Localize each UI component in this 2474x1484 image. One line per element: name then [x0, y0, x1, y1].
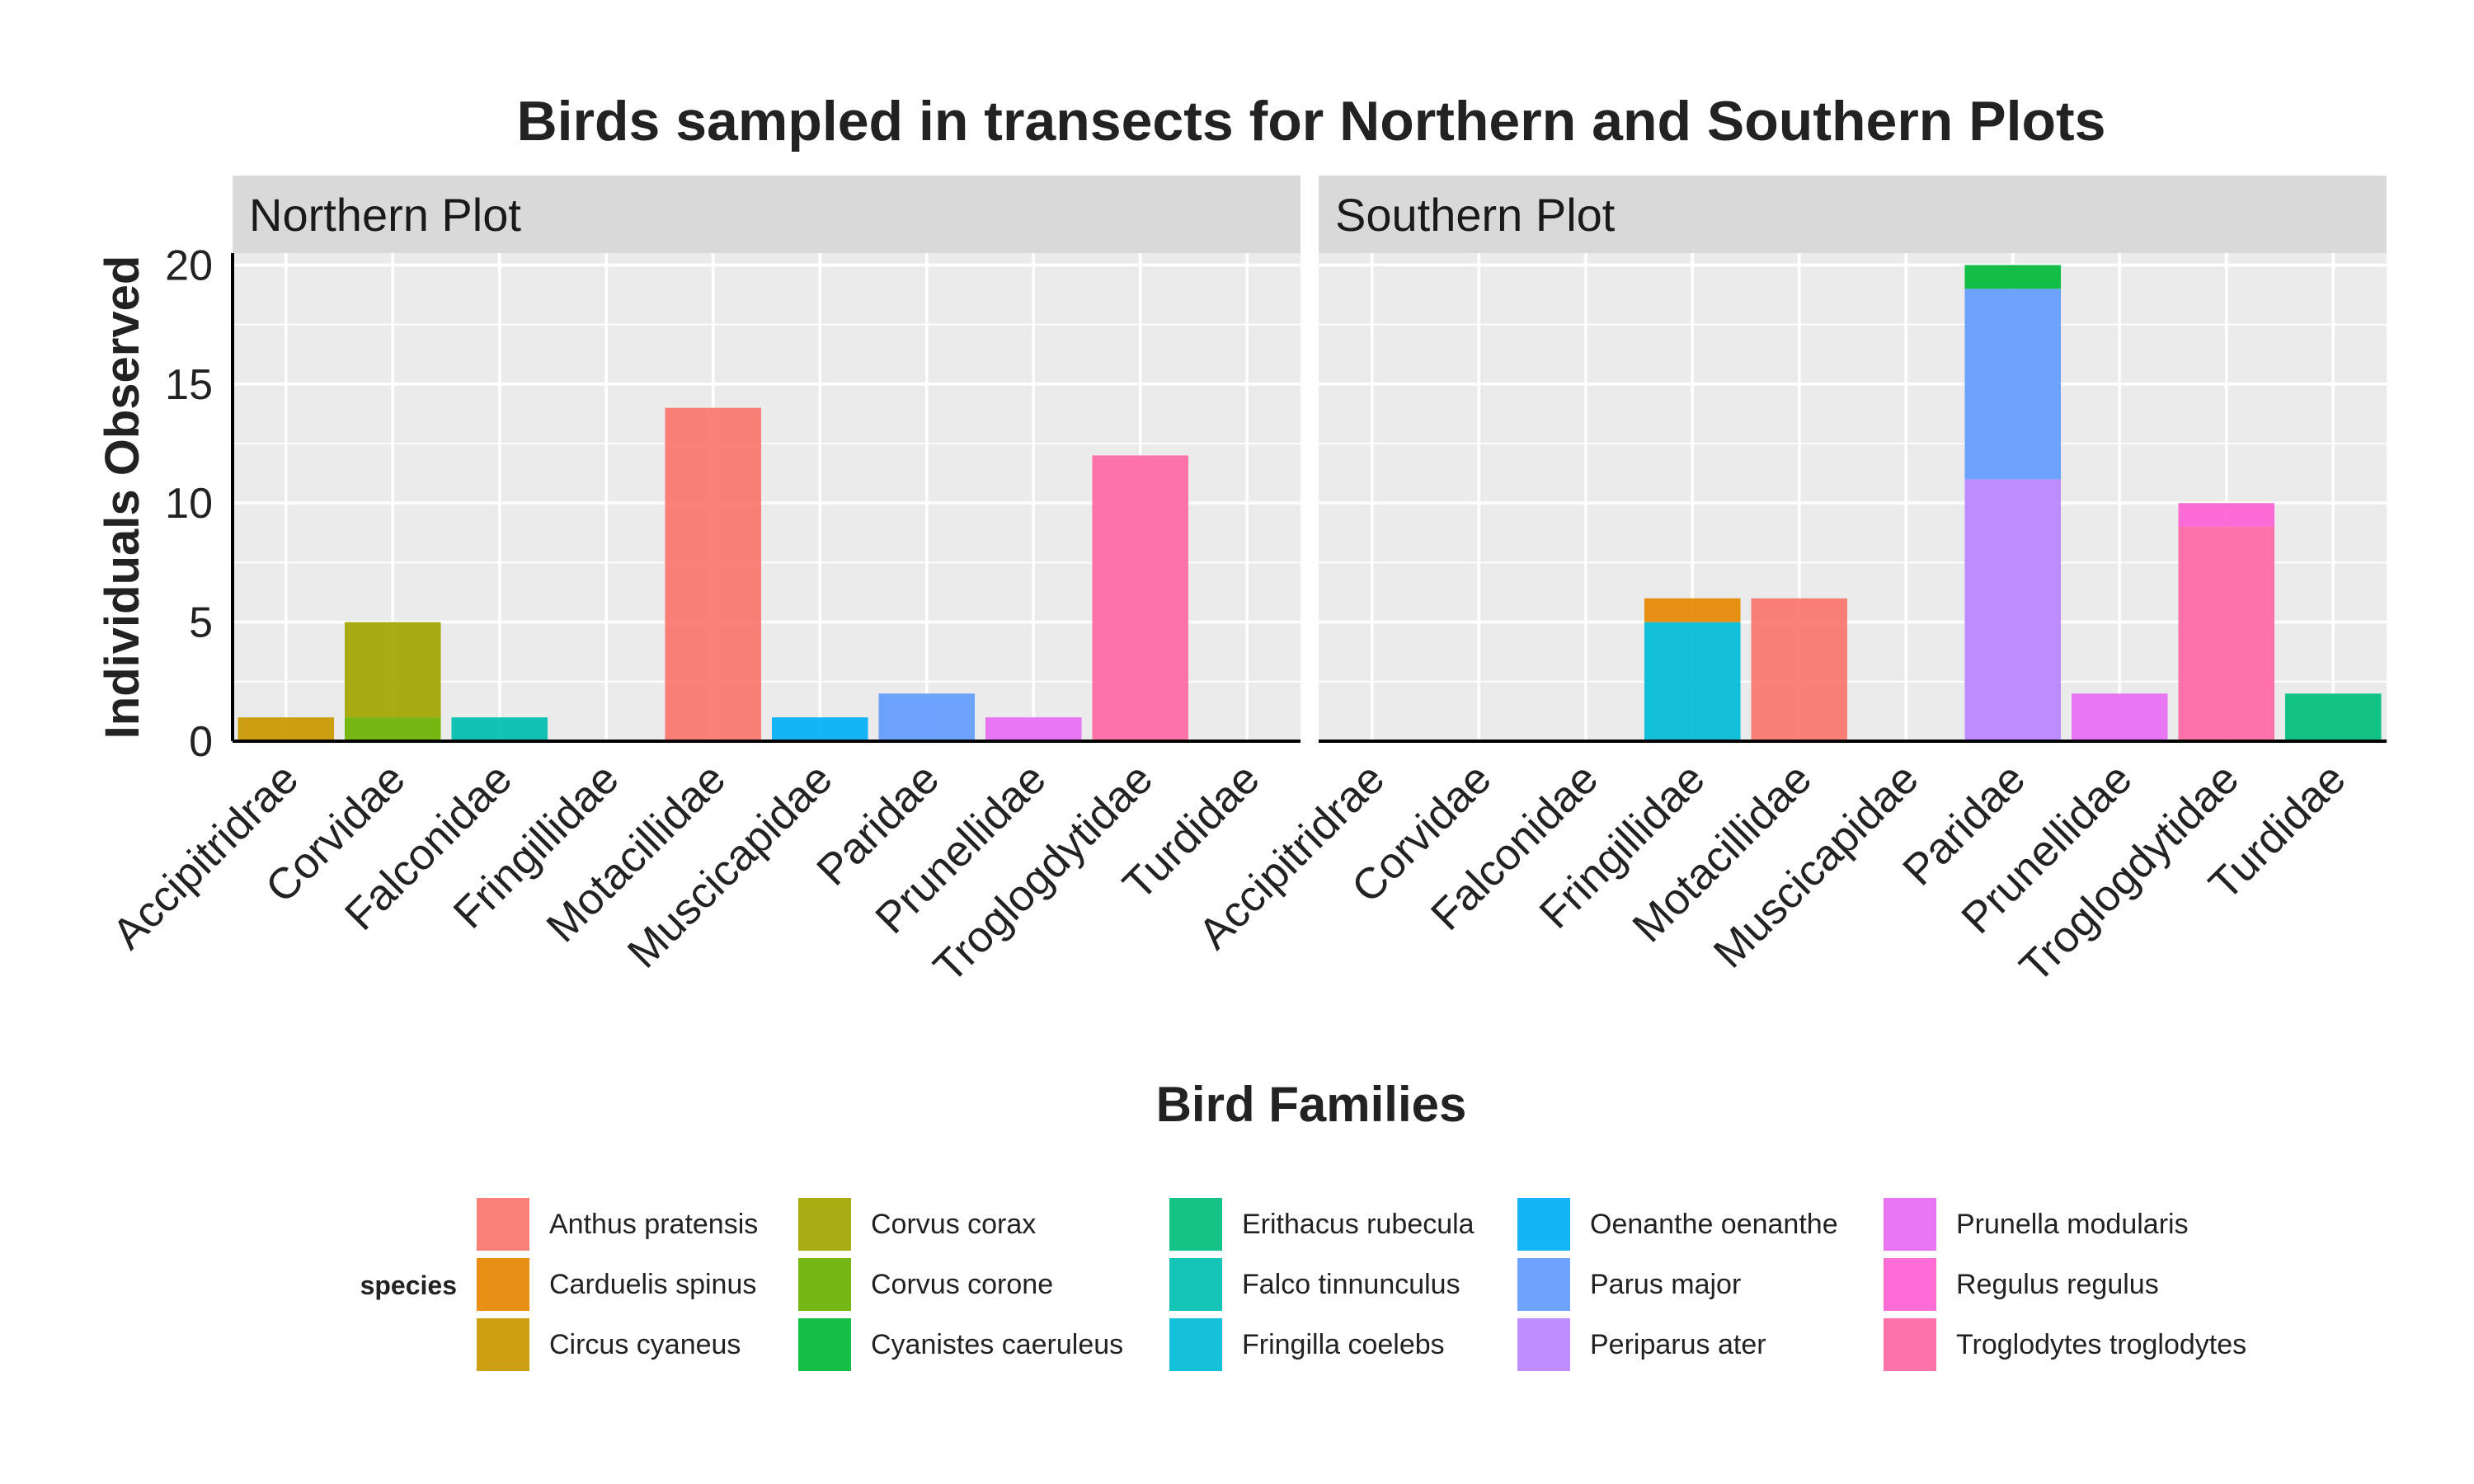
legend-item: Prunella modularis: [1884, 1198, 2189, 1251]
bar-segment: [238, 717, 335, 741]
bar-segment: [2178, 527, 2275, 741]
legend-key: [1884, 1318, 1936, 1371]
facet-strip: [233, 176, 1300, 253]
legend-label: Regulus regulus: [1956, 1269, 2159, 1300]
bar-segment: [878, 693, 976, 741]
bar-segment: [2071, 693, 2168, 741]
bar-segment: [344, 717, 441, 741]
legend-label: Troglodytes troglodytes: [1956, 1329, 2246, 1360]
legend-item: Carduelis spinus: [477, 1258, 756, 1311]
legend-key: [1169, 1198, 1222, 1251]
legend-label: Cyanistes caeruleus: [871, 1329, 1123, 1360]
legend-label: Prunella modularis: [1956, 1209, 2189, 1240]
legend-label: Anthus pratensis: [549, 1209, 758, 1240]
y-tick-label: 5: [189, 599, 213, 647]
legend-item: Corvus corone: [798, 1258, 1053, 1311]
bar-segment: [2178, 503, 2275, 528]
legend-item: Erithacus rubecula: [1169, 1198, 1475, 1251]
legend-item: Falco tinnunculus: [1169, 1258, 1460, 1311]
legend-key: [798, 1258, 851, 1311]
bar-segment: [985, 717, 1082, 741]
legend: species Anthus pratensis Carduelis spinus C…: [360, 1198, 2246, 1371]
legend-key: [1517, 1198, 1570, 1251]
legend-key: [798, 1198, 851, 1251]
panel-northern: Northern PlotAccipitridraeCorvidaeFalcon…: [103, 176, 1300, 992]
legend-key: [1884, 1258, 1936, 1311]
bar-segment: [1964, 265, 2062, 289]
bar-segment: [1751, 598, 1848, 741]
legend-label: Fringilla coelebs: [1242, 1329, 1445, 1360]
y-axis-title: Individuals Observed: [96, 256, 149, 740]
legend-key: [1169, 1318, 1222, 1371]
legend-key: [1169, 1258, 1222, 1311]
panels-layer: Northern PlotAccipitridraeCorvidaeFalcon…: [103, 176, 2387, 992]
bar-segment: [1964, 289, 2062, 480]
bar-segment: [665, 407, 762, 741]
legend-key: [1517, 1318, 1570, 1371]
legend-key: [798, 1318, 851, 1371]
y-tick-label: 20: [165, 242, 213, 289]
bar-segment: [1964, 479, 2062, 741]
legend-label: Parus major: [1590, 1269, 1741, 1300]
legend-label: Oenanthe oenanthe: [1590, 1209, 1838, 1240]
x-axis-title: Bird Families: [1156, 1077, 1467, 1132]
legend-key: [477, 1198, 529, 1251]
panel-southern: Southern PlotAccipitridraeCorvidaeFalcon…: [1189, 176, 2387, 992]
y-tick-label: 0: [189, 718, 213, 766]
facet-strip-label: Southern Plot: [1335, 189, 1616, 241]
legend-label: Periparus ater: [1590, 1329, 1766, 1360]
legend-key: [477, 1258, 529, 1311]
legend-item: Circus cyaneus: [477, 1318, 741, 1371]
y-tick-label: 10: [165, 480, 213, 528]
legend-item: Regulus regulus: [1884, 1258, 2159, 1311]
legend-item: Troglodytes troglodytes: [1884, 1318, 2246, 1371]
legend-item: Oenanthe oenanthe: [1517, 1198, 1838, 1251]
bar-segment: [2284, 693, 2382, 741]
legend-key: [477, 1318, 529, 1371]
bar-segment: [451, 717, 548, 741]
legend-label: Carduelis spinus: [549, 1269, 756, 1300]
legend-key: [1884, 1198, 1936, 1251]
legend-label: Erithacus rubecula: [1242, 1209, 1475, 1240]
bar-segment: [1644, 622, 1741, 741]
legend-label: Falco tinnunculus: [1242, 1269, 1460, 1300]
legend-item: Cyanistes caeruleus: [798, 1318, 1123, 1371]
chart-title: Birds sampled in transects for Northern …: [517, 90, 2106, 153]
facet-strip: [1319, 176, 2387, 253]
legend-label: Corvus corone: [871, 1269, 1053, 1300]
bar-segment: [771, 717, 868, 741]
legend-item: Parus major: [1517, 1258, 1741, 1311]
legend-item: Fringilla coelebs: [1169, 1318, 1445, 1371]
legend-label: Corvus corax: [871, 1209, 1036, 1240]
legend-label: Circus cyaneus: [549, 1329, 741, 1360]
legend-item: Anthus pratensis: [477, 1198, 758, 1251]
bar-segment: [1092, 455, 1189, 741]
bar-segment: [1644, 598, 1741, 622]
facet-strip-label: Northern Plot: [249, 189, 521, 241]
y-tick-label: 15: [165, 361, 213, 409]
legend-item: Corvus corax: [798, 1198, 1036, 1251]
bar-segment: [344, 622, 441, 718]
legend-title: species: [360, 1270, 457, 1300]
legend-key: [1517, 1258, 1570, 1311]
legend-item: Periparus ater: [1517, 1318, 1766, 1371]
